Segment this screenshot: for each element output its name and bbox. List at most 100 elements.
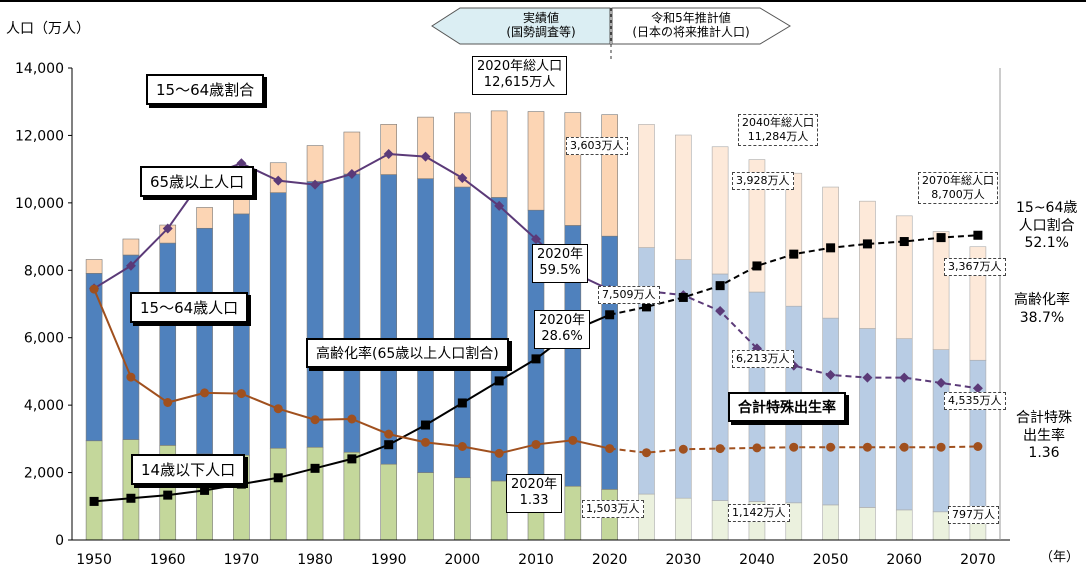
- aging-2020-line2: 28.6%: [541, 329, 583, 345]
- projection-header: 令和5年推計値 (日本の将来推計人口): [616, 11, 766, 40]
- bar-child-1980: [306, 446, 324, 541]
- ratio-point-1975: [273, 175, 284, 186]
- bar-working-2070: [969, 359, 987, 514]
- aging-point-1990: [384, 440, 394, 450]
- fertility-2020-line2: 1.33: [519, 493, 549, 509]
- callout-elderly-2020: 3,603万人: [566, 137, 628, 155]
- total-2070-line2: 8,700万人: [931, 187, 985, 201]
- bar-elderly-2010: [527, 111, 545, 211]
- aging-point-1955: [126, 493, 136, 503]
- ratio-line-projection: [609, 288, 979, 390]
- right-ratio-line3: 52.1%: [1024, 235, 1069, 251]
- bar-elderly-2065: [932, 231, 950, 350]
- aging-point-2020: [605, 310, 615, 320]
- bar-working-2065: [932, 349, 950, 513]
- ratio-point-1990: [383, 148, 394, 159]
- callout-aging-2020: 2020年 28.6%: [534, 310, 591, 349]
- fertility-point-2045: [789, 442, 799, 452]
- bar-working-1960: [159, 242, 177, 446]
- ratio-point-1995: [420, 151, 431, 162]
- bar-working-1980: [306, 181, 324, 448]
- right-aging-line2: 38.7%: [1019, 309, 1065, 326]
- callout-child-2020: 1,503万人: [582, 500, 644, 518]
- x-tick-label: 1970: [224, 552, 260, 568]
- y-axis-label: 人口（万人）: [6, 21, 90, 37]
- bar-elderly-1985: [343, 131, 361, 175]
- actual-arrow: [431, 7, 611, 45]
- aging-point-1960: [163, 490, 173, 500]
- bar-child-2030: [675, 497, 692, 541]
- legend-fertility: 合計特殊出生率: [728, 392, 846, 422]
- callout-fertility-2020: 2020年 1.33: [506, 474, 563, 513]
- actual-header-line2: (国勢調査等): [506, 25, 576, 40]
- fertility-point-1955: [126, 372, 136, 382]
- ratio-point-2065: [936, 377, 947, 388]
- projection-header-line2: (日本の将来推計人口): [632, 25, 750, 40]
- legend-working-ratio: 15～64歳割合: [146, 74, 265, 105]
- aging-point-2045: [789, 249, 799, 259]
- bar-elderly-1965: [196, 207, 213, 229]
- x-tick-label: 1960: [150, 552, 186, 568]
- fertility-point-1950: [89, 284, 99, 294]
- fertility-point-2060: [899, 442, 909, 452]
- bar-working-1990: [380, 174, 397, 465]
- y-tick-label: 0: [55, 533, 64, 549]
- bar-elderly-2040: [748, 159, 766, 293]
- projection-arrow: [611, 7, 791, 45]
- bar-elderly-2050: [822, 186, 839, 319]
- bar-child-2055: [859, 507, 876, 541]
- callout-total-2070: 2070年総人口 8,700万人: [918, 172, 998, 204]
- y-tick-label: 14,000: [15, 61, 64, 77]
- x-tick-label: 2030: [665, 552, 701, 568]
- aging-point-2010: [531, 354, 541, 364]
- aging-point-2060: [899, 237, 909, 247]
- aging-point-2030: [678, 292, 688, 302]
- fertility-point-2055: [862, 442, 872, 452]
- fertility-point-2010: [531, 439, 541, 449]
- fertility-point-2000: [457, 442, 467, 451]
- fertility-point-1985: [347, 414, 357, 424]
- projection-header-line1: 令和5年推計値: [651, 11, 731, 25]
- aging-point-2040: [752, 261, 762, 271]
- right-ratio-line2: 人口割合: [1018, 217, 1075, 234]
- bar-child-2060: [895, 509, 913, 541]
- actual-header: 実績値 (国勢調査等): [476, 11, 606, 40]
- bar-child-1985: [343, 451, 361, 541]
- bar-elderly-2015: [564, 112, 582, 226]
- fertility-point-1995: [421, 437, 431, 447]
- ratio-point-2010: [531, 234, 541, 245]
- aging-point-2025: [641, 302, 651, 312]
- aging-2020-line1: 2020年: [539, 313, 586, 328]
- bar-child-1995: [417, 472, 434, 541]
- fertility-point-2050: [826, 442, 836, 452]
- total-2040-line2: 11,284万人: [747, 129, 809, 143]
- callout-total-2020: 2020年総人口 12,615万人: [472, 56, 568, 95]
- aging-point-1975: [273, 473, 283, 483]
- fertility-point-1970: [236, 389, 246, 399]
- y-tick-label: 12,000: [15, 128, 64, 144]
- ratio-point-2000: [457, 172, 468, 183]
- bar-working-2055: [859, 328, 876, 508]
- callout-child-2040: 1,142万人: [728, 504, 790, 522]
- y-tick-label: 8,000: [24, 263, 64, 279]
- x-axis-unit: （年）: [1040, 550, 1080, 565]
- actual-header-line1: 実績値: [522, 11, 559, 25]
- ratio-point-2035: [715, 306, 726, 317]
- callout-working-2040: 6,213万人: [732, 350, 794, 368]
- bar-working-1985: [343, 173, 361, 453]
- header-arrows: [0, 0, 1086, 60]
- x-tick-label: 2050: [813, 552, 849, 568]
- ratio-2020-line2: 59.5%: [539, 263, 581, 279]
- ratio-point-1960: [162, 223, 173, 234]
- bar-elderly-2055: [859, 200, 876, 329]
- right-ratio-line1: 15~64歳: [1016, 200, 1078, 216]
- fertility-point-2040: [752, 443, 762, 453]
- bar-working-1965: [196, 227, 213, 455]
- bar-working-1955: [122, 254, 140, 440]
- aging-point-2055: [862, 239, 872, 249]
- bar-child-1975: [269, 447, 287, 541]
- fertility-point-2065: [936, 442, 946, 452]
- bar-working-1950: [85, 273, 103, 442]
- x-tick-label: 1950: [76, 552, 112, 568]
- x-tick-label: 2000: [445, 552, 481, 568]
